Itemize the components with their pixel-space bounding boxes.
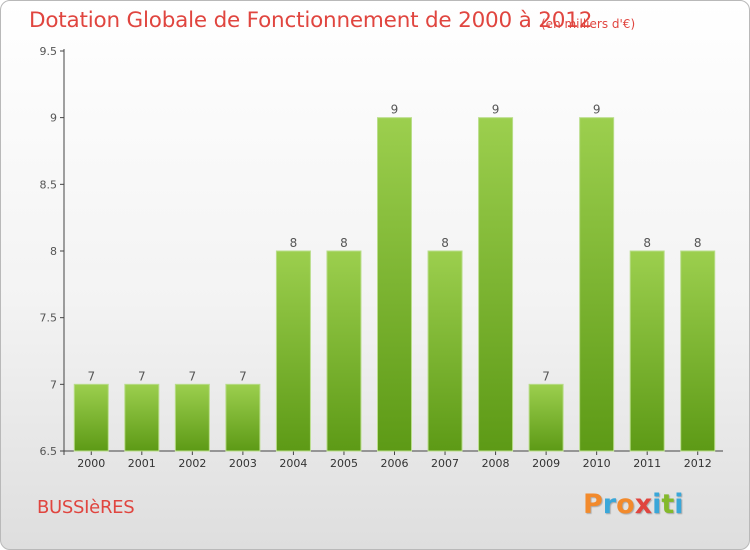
bar-2002: [174, 383, 210, 452]
x-tick-label: 2007: [431, 457, 459, 470]
y-tick-label: 7.5: [40, 312, 58, 325]
bar-2012: [680, 250, 716, 452]
x-tick-label: 2008: [482, 457, 510, 470]
x-tick-label: 2006: [381, 457, 409, 470]
bar-2008: [478, 117, 514, 452]
x-tick-label: 2010: [583, 457, 611, 470]
x-tick-label: 2002: [178, 457, 206, 470]
data-label: 8: [643, 236, 651, 250]
bar-2009: [528, 383, 564, 452]
x-tick-label: 2009: [532, 457, 560, 470]
unit-note: (en milliers d'€): [541, 17, 636, 31]
data-label: 7: [189, 369, 197, 383]
data-label: 9: [391, 103, 399, 117]
y-tick-label: 9: [50, 112, 57, 125]
bar-2010: [579, 117, 615, 452]
x-tick-label: 2012: [684, 457, 712, 470]
y-tick-label: 8: [50, 245, 57, 258]
data-label: 7: [542, 369, 550, 383]
x-tick-label: 2000: [77, 457, 105, 470]
data-label: 9: [593, 103, 601, 117]
y-tick-label: 6.5: [40, 445, 58, 458]
x-tick-label: 2011: [633, 457, 661, 470]
bar-2004: [275, 250, 311, 452]
y-tick-label: 7: [50, 378, 57, 391]
bar-2005: [326, 250, 362, 452]
x-tick-label: 2005: [330, 457, 358, 470]
data-label: 7: [239, 369, 247, 383]
y-tick-label: 8.5: [40, 178, 58, 191]
x-tick-label: 2004: [279, 457, 307, 470]
bar-2001: [124, 383, 160, 452]
bar-2007: [427, 250, 463, 452]
bar-2003: [225, 383, 261, 452]
data-label: 7: [87, 369, 95, 383]
data-label: 8: [694, 236, 702, 250]
bar-2006: [377, 117, 412, 452]
y-tick-label: 9.5: [40, 45, 58, 58]
data-label: 8: [290, 236, 298, 250]
proxiti-logo: Proxiti: [583, 489, 684, 520]
commune-name: BUSSIèRES: [37, 497, 135, 518]
bar-2011: [629, 250, 665, 452]
bar-2000: [73, 383, 109, 452]
data-label: 8: [441, 236, 449, 250]
data-label: 7: [138, 369, 146, 383]
x-tick-label: 2001: [128, 457, 156, 470]
x-tick-label: 2003: [229, 457, 257, 470]
chart-title: Dotation Globale de Fonctionnement de 20…: [29, 8, 593, 33]
data-label: 9: [492, 103, 500, 117]
data-label: 8: [340, 236, 348, 250]
